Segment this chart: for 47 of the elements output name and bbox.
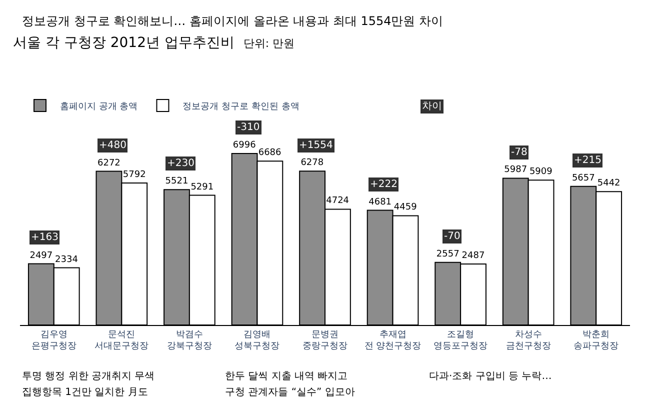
text: 집행항목 1건만 일치한 月도	[22, 387, 148, 398]
data-label: 6272	[98, 158, 120, 168]
chart-subtitle: 단위: 만원	[243, 37, 295, 50]
data-label: 4724	[326, 196, 350, 206]
data-label: 2334	[55, 254, 78, 265]
x-tick-label: 문병권 중랑구청장	[302, 330, 348, 352]
chart-title: 서울 각 구청장 2012년 업무추진비	[13, 35, 234, 52]
annotation: -78	[511, 147, 528, 158]
data-label: 5792	[122, 170, 146, 180]
annotation: +480	[99, 140, 126, 151]
data-label: 2487	[462, 251, 485, 262]
data-label: 4681	[368, 197, 392, 208]
text: 다과·조화 구입비 등 누락…	[429, 371, 552, 382]
annotation: +215	[574, 155, 602, 166]
data-label: 2557	[436, 249, 460, 260]
data-label: 2497	[30, 250, 53, 261]
x-tick-label: 박춘희 송파구청장	[574, 330, 619, 352]
annotation: -70	[444, 231, 460, 242]
data-label: 6278	[300, 158, 324, 168]
data-label: 6686	[258, 148, 282, 158]
data-label: 5909	[529, 167, 553, 178]
x-tick-label: 추재엽 전 양천구청장	[364, 330, 422, 352]
text: 차이	[422, 101, 442, 112]
x-tick-label: 김우영 은평구청장	[31, 330, 76, 352]
annotation: +1554	[299, 140, 333, 151]
annotation: +222	[370, 179, 398, 190]
x-tick-label: 김영배 성북구청장	[234, 330, 280, 352]
text: 투명 행정 위한 공개취지 무색	[22, 371, 155, 382]
annotation: +230	[167, 158, 194, 169]
text: 정보공개 청구로 확인해보니… 홈페이지에 올라온 내용과 최대 1554만원 차이	[22, 14, 444, 28]
legend-label: 홈페이지 공개 총액	[60, 102, 138, 112]
legend-label: 정보공개 청구로 확인된 총액	[182, 102, 300, 112]
data-label: 5291	[190, 182, 214, 192]
data-label: 6996	[232, 140, 256, 150]
data-label: 4459	[394, 202, 418, 213]
data-label: 5657	[572, 173, 595, 184]
annotation: -310	[237, 122, 260, 133]
data-label: 5987	[504, 165, 528, 176]
x-tick-label: 조길형 영등포구청장	[434, 330, 488, 352]
x-tick-label: 박겸수 강북구청장	[166, 330, 212, 352]
x-tick-label: 차성수 금천구청장	[506, 330, 551, 352]
text: 한두 달씩 지출 내역 빠지고	[225, 371, 348, 382]
annotation: +163	[31, 232, 58, 243]
x-tick-label: 문석진 서대문구청장	[94, 330, 149, 352]
data-label: 5521	[165, 176, 188, 187]
text: 구청 관계자들 “실수” 입모아	[225, 387, 355, 398]
data-label: 5442	[597, 178, 620, 189]
